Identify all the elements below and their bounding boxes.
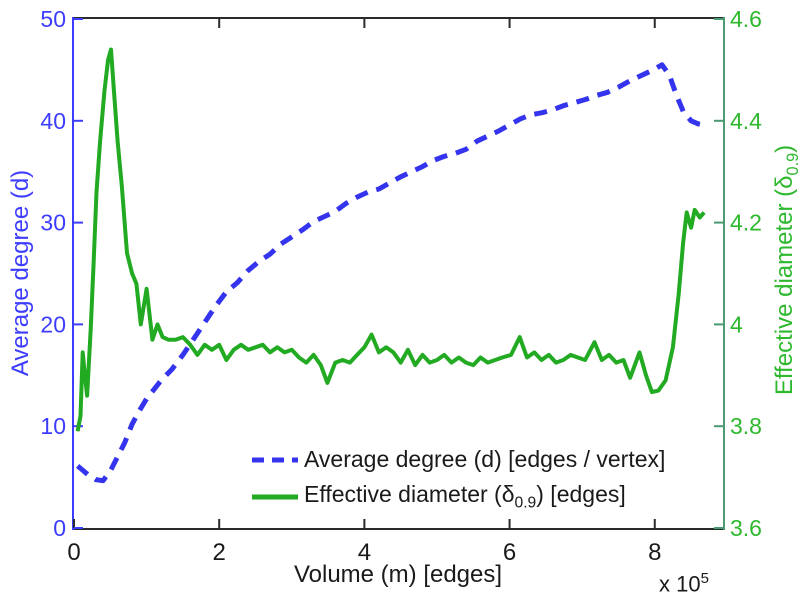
right-tick-label: 3.6 <box>730 515 762 541</box>
legend-entry-average-degree: Average degree (d) [edges / vertex] <box>251 441 665 478</box>
x-tick-label: 4 <box>358 539 371 566</box>
series-line-right <box>75 47 706 432</box>
right-axis-label-suffix: ) <box>771 144 799 153</box>
x-axis-label: Volume (m) [edges] <box>293 561 503 588</box>
left-tick-label: 10 <box>40 413 66 439</box>
right-tick-label: 4 <box>730 311 743 337</box>
left-axis-label: Average degree (d) <box>7 169 34 377</box>
right-axis-label-text: Effective diameter (δ <box>771 175 799 396</box>
x-axis-multiplier-exponent: 5 <box>700 570 709 587</box>
x-tick-label: 2 <box>213 539 226 566</box>
right-tick-label: 4.6 <box>730 6 762 32</box>
right-axis-label: Effective diameter (δ0.9) <box>771 145 803 395</box>
left-tick-label: 0 <box>53 515 66 541</box>
left-tick-label: 30 <box>40 210 66 236</box>
right-axis-label-subscript: 0.9 <box>783 152 802 176</box>
legend: Average degree (d) [edges / vertex] Effe… <box>251 441 665 515</box>
x-axis-multiplier-base: x 10 <box>659 571 701 597</box>
legend-label-average-degree: Average degree (d) [edges / vertex] <box>304 446 666 472</box>
left-tick-label: 50 <box>40 6 66 32</box>
left-tick-label: 40 <box>40 108 66 134</box>
series-line-left <box>75 62 705 484</box>
x-axis-multiplier: x 105 <box>659 570 709 597</box>
right-tick-label: 3.8 <box>730 413 762 439</box>
legend-entry-effective-diameter: Effective diameter (δ0.9) [edges] <box>251 478 665 515</box>
right-tick-label: 4.4 <box>730 108 762 134</box>
legend-label-effective-diameter: Effective diameter (δ0.9) [edges] <box>304 480 626 512</box>
right-tick-label: 4.2 <box>730 210 762 236</box>
legend-solid-line-sample <box>252 494 298 499</box>
x-tick-label: 8 <box>648 539 661 566</box>
left-tick-label: 20 <box>40 311 66 337</box>
x-tick-label: 0 <box>67 539 80 566</box>
legend-dashed-line-sample <box>252 457 298 462</box>
x-tick-label: 6 <box>503 539 516 566</box>
